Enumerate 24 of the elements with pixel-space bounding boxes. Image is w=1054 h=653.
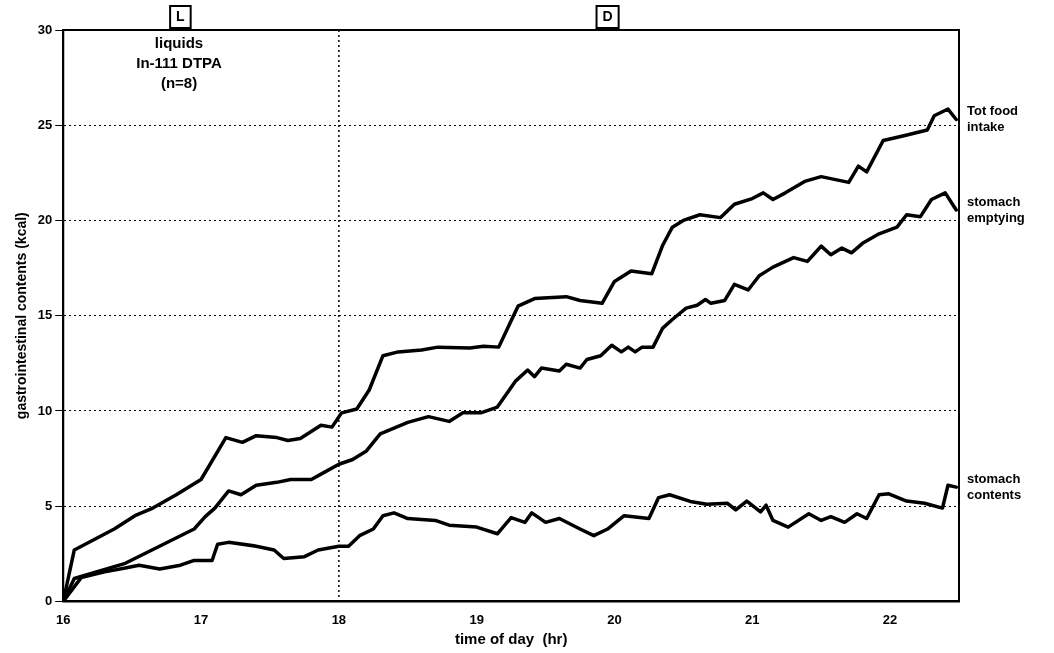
annotation: D: [602, 7, 613, 24]
x-tick-label: 17: [193, 611, 209, 627]
annotation: In-111 DTPA: [136, 53, 222, 71]
y-tick-label: 0: [45, 592, 53, 608]
annotation: L: [176, 7, 186, 24]
x-tick-label: 22: [882, 611, 898, 627]
y-tick-label: 15: [37, 307, 53, 323]
annotation: liquids: [154, 33, 204, 51]
y-tick-label: 5: [45, 497, 53, 513]
x-tick-label: 20: [607, 611, 622, 627]
series-label: Tot food intake: [967, 103, 1019, 135]
x-tick-label: 18: [331, 611, 347, 627]
y-tick-label: 10: [37, 402, 53, 418]
x-tick-label: 19: [469, 611, 484, 627]
x-axis-title: time of day (hr): [454, 630, 568, 648]
y-tick-label: 30: [37, 21, 53, 37]
series-label: stomach emptying: [967, 193, 1025, 225]
y-tick-label: 25: [37, 116, 53, 132]
y-tick-label: 20: [37, 212, 53, 228]
annotation: (n=8): [160, 73, 198, 91]
y-axis-title: gastrointestinal contents (kcal): [13, 212, 30, 420]
series-label: stomach contents: [967, 470, 1022, 502]
x-tick-label: 21: [745, 611, 760, 627]
x-tick-label: 16: [56, 611, 71, 627]
